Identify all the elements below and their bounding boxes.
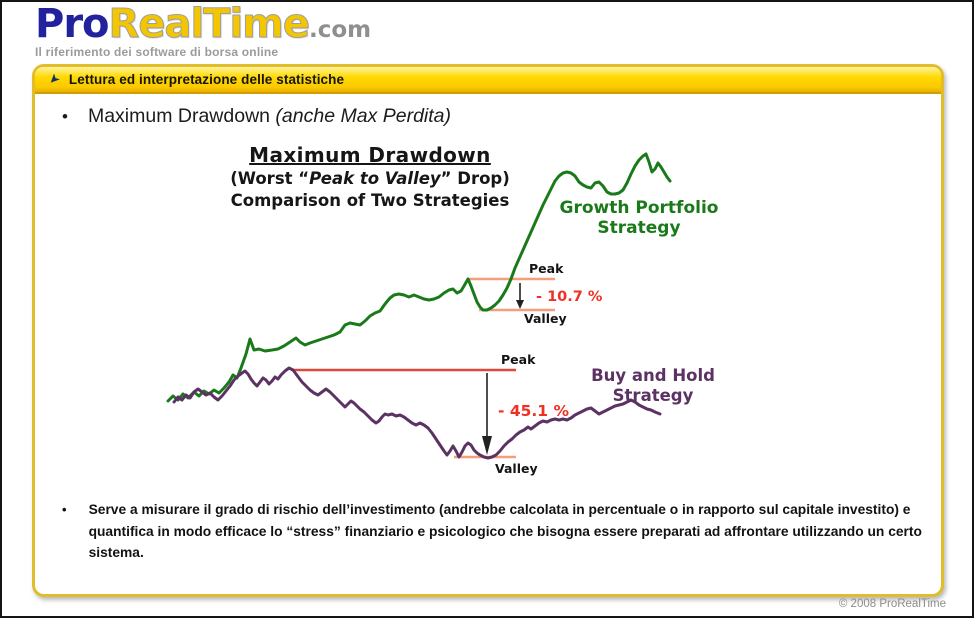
growth-drawdown-value: - 10.7 % — [536, 289, 603, 305]
chart-subtitle: (Worst “Peak to Valley” Drop) — [195, 169, 545, 189]
buyhold-valley-label: Valley — [495, 461, 538, 476]
arrow-bullet-icon: ➤ — [45, 70, 64, 89]
body-bullet: • Serve a misurare il grado di rischio d… — [62, 499, 944, 564]
chart-title-block: Maximum Drawdown (Worst “Peak to Valley”… — [195, 143, 545, 211]
slide-heading: Maximum Drawdown (anche Max Perdita) — [88, 105, 451, 128]
logo-pro-text: Pro — [35, 1, 110, 47]
chart-title: Maximum Drawdown — [249, 143, 491, 167]
subtitle-italic: Peak to Valley — [309, 169, 441, 188]
chart-subtitle2: Comparison of Two Strategies — [230, 191, 510, 210]
subtitle-suffix: ” Drop) — [440, 169, 510, 188]
growth-portfolio-curve — [166, 152, 672, 403]
section-header-bar: ➤ Lettura ed interpretazione delle stati… — [35, 67, 941, 94]
heading-italic-text: (anche Max Perdita) — [275, 105, 451, 127]
logo-wordmark: ProRealTime.com — [35, 1, 372, 47]
growth-label-line1: Growth Portfolio — [559, 198, 719, 218]
buy-and-hold-strategy-label: Buy and Hold Strategy — [579, 366, 727, 406]
logo-tagline: Il riferimento dei software di borsa onl… — [35, 45, 279, 59]
bullet-dot-icon: • — [62, 502, 67, 517]
buy-and-hold-curve — [172, 366, 662, 460]
logo-dotcom-text: .com — [308, 17, 372, 43]
buyhold-peak-label: Peak — [501, 352, 536, 367]
slide-heading-bullet: • Maximum Drawdown (anche Max Perdita) — [62, 105, 451, 128]
subtitle-prefix: (Worst “ — [230, 169, 310, 188]
copyright-notice: © 2008 ProRealTime — [838, 598, 946, 610]
prorealtime-logo: ProRealTime.com Il riferimento dei softw… — [35, 1, 372, 60]
growth-portfolio-strategy-label: Growth Portfolio Strategy — [544, 198, 734, 238]
growth-drawdown-arrowhead — [516, 300, 524, 309]
content-box: ➤ Lettura ed interpretazione delle stati… — [32, 64, 944, 597]
buyhold-drawdown-arrowhead — [482, 436, 492, 455]
logo-realtime-text: RealTime — [108, 1, 310, 47]
growth-peak-label: Peak — [529, 261, 564, 276]
growth-valley-label: Valley — [524, 311, 567, 326]
bullet-dot-icon: • — [62, 107, 68, 126]
drawdown-chart: Peak - 10.7 % Valley Peak - 45.1 % Valle… — [166, 152, 672, 476]
heading-text: Maximum Drawdown — [87, 105, 276, 127]
section-title: Lettura ed interpretazione delle statist… — [68, 72, 345, 87]
growth-label-line2: Strategy — [597, 218, 681, 238]
buyhold-drawdown-value: - 45.1 % — [498, 402, 569, 420]
buyhold-label-line1: Buy and Hold — [591, 366, 715, 385]
buyhold-label-line2: Strategy — [612, 386, 694, 405]
body-text: Serve a misurare il grado di rischio del… — [88, 502, 922, 560]
